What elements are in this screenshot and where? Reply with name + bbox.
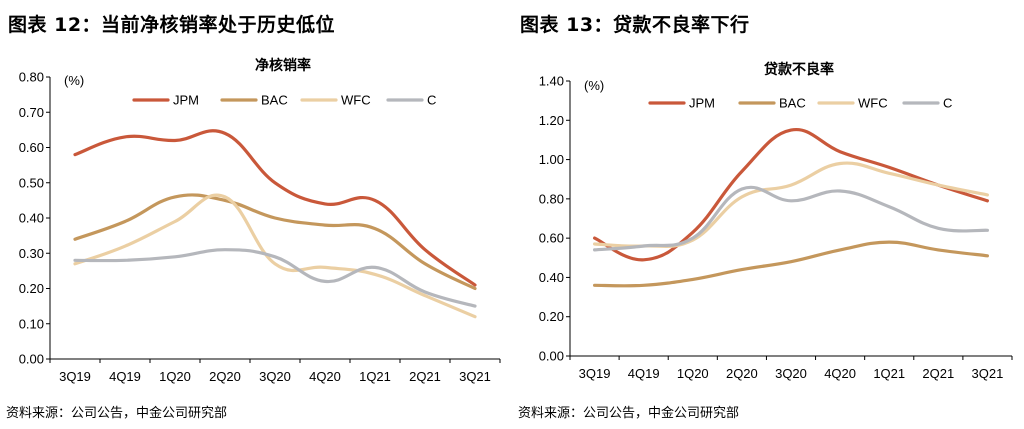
x-tick-label: 4Q19 <box>109 369 141 384</box>
y-tick-label: 0.40 <box>19 211 44 226</box>
legend-label-wfc: WFC <box>341 93 371 108</box>
series-line-wfc <box>73 193 477 319</box>
series-line-bac <box>593 240 989 288</box>
source-note: 资料来源：公司公告，中金公司研究部 <box>518 406 740 421</box>
chart-title: 贷款不良率 <box>764 61 834 78</box>
y-tick-label: 0.80 <box>539 191 564 206</box>
y-tick-label: 0.80 <box>19 70 44 85</box>
figure-title: 图表 13：贷款不良率下行 <box>520 14 750 36</box>
y-tick-label: 0.50 <box>19 175 44 190</box>
series-line-jpm <box>73 129 477 287</box>
series-line-jpm <box>593 128 989 262</box>
x-tick-label: 2Q20 <box>209 369 241 384</box>
legend-label-jpm: JPM <box>689 96 715 111</box>
y-tick-label: 0.20 <box>19 281 44 296</box>
series-line-bac <box>73 193 477 291</box>
x-tick-label: 1Q21 <box>359 369 391 384</box>
legend-label-bac: BAC <box>779 96 806 111</box>
source-note: 资料来源：公司公告，中金公司研究部 <box>6 406 228 421</box>
x-tick-label: 3Q21 <box>459 369 491 384</box>
y-tick-label: 0.00 <box>539 349 564 364</box>
series-line-c <box>593 185 989 252</box>
x-tick-label: 4Q20 <box>824 366 856 381</box>
line-chart-net-chargeoff: 0.00 0.10 0.20 0.30 0.40 0.50 0.60 0.70 0.80 3Q19… <box>19 57 501 384</box>
series-line-c <box>73 248 477 308</box>
x-tick-label: 1Q20 <box>159 369 191 384</box>
x-tick-label: 1Q21 <box>873 366 905 381</box>
y-tick-label: 0.30 <box>19 246 44 261</box>
legend-label-jpm: JPM <box>173 93 199 108</box>
x-tick-label: 3Q21 <box>972 366 1004 381</box>
y-tick-label: 0.60 <box>19 140 44 155</box>
chart-panel-npl-ratio: 图表 13：贷款不良率下行 0.00 0.20 0.40 0.60 0.80 1.00 1.… <box>512 0 1024 429</box>
unit-label: (%) <box>584 78 604 93</box>
x-tick-label: 3Q20 <box>775 366 807 381</box>
x-tick-label: 1Q20 <box>677 366 709 381</box>
figure-title: 图表 12：当前净核销率处于历史低位 <box>8 14 336 36</box>
y-tick-label: 1.00 <box>539 152 564 167</box>
y-tick-label: 0.70 <box>19 105 44 120</box>
y-tick-label: 1.20 <box>539 113 564 128</box>
chart-title: 净核销率 <box>255 57 311 74</box>
y-tick-label: 0.20 <box>539 309 564 324</box>
x-tick-label: 3Q19 <box>59 369 91 384</box>
series-line-wfc <box>593 161 989 249</box>
x-tick-label: 2Q21 <box>922 366 954 381</box>
legend-label-bac: BAC <box>261 93 288 108</box>
x-tick-label: 3Q19 <box>579 366 611 381</box>
x-tick-label: 2Q20 <box>726 366 758 381</box>
y-tick-label: 1.40 <box>539 74 564 89</box>
y-tick-label: 0.10 <box>19 316 44 331</box>
x-tick-label: 2Q21 <box>409 369 441 384</box>
legend-label-c: C <box>943 96 952 111</box>
legend-label-wfc: WFC <box>858 96 888 111</box>
unit-label: (%) <box>64 73 84 88</box>
legend-label-c: C <box>427 93 436 108</box>
x-tick-label: 4Q19 <box>628 366 660 381</box>
x-tick-label: 4Q20 <box>309 369 341 384</box>
y-tick-label: 0.00 <box>19 352 44 367</box>
x-tick-label: 3Q20 <box>259 369 291 384</box>
y-tick-label: 0.40 <box>539 270 564 285</box>
line-chart-npl-ratio: 0.00 0.20 0.40 0.60 0.80 1.00 1.20 1.40 3Q19 4Q19… <box>539 61 1013 381</box>
chart-panel-net-chargeoff: 图表 12：当前净核销率处于历史低位 0.00 0.10 0.20 0.30 0.40 0… <box>6 14 501 421</box>
y-tick-label: 0.60 <box>539 231 564 246</box>
